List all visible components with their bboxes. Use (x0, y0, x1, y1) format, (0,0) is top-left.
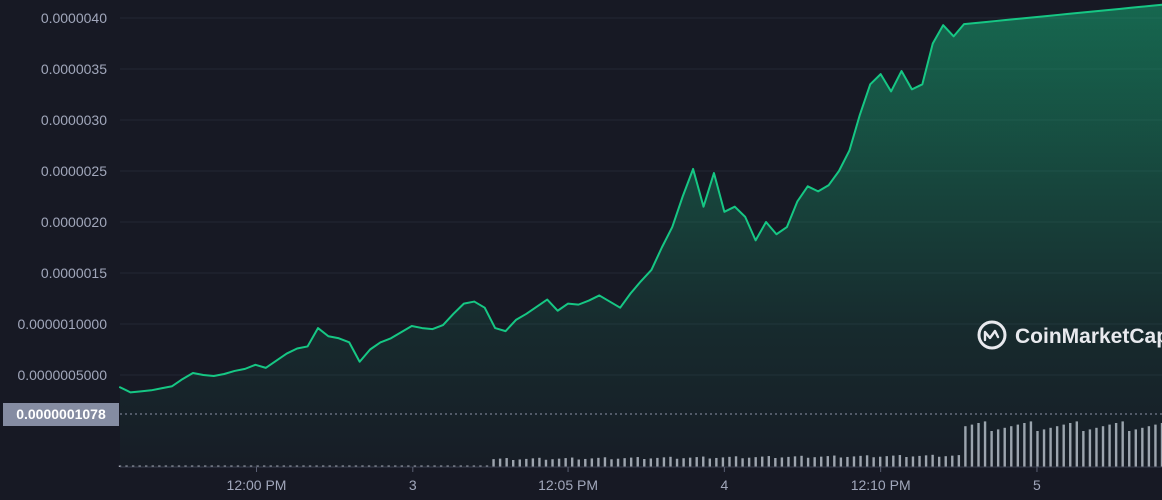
price-area (120, 4, 1162, 468)
watermark-text: CoinMarketCap (1015, 325, 1162, 348)
y-tick-label: 0.0000010000 (17, 316, 107, 332)
coinmarketcap-watermark: CoinMarketCap (977, 320, 1162, 350)
x-axis: 12:00 PM 3 12:05 PM 4 12:10 PM 5 (120, 466, 1162, 493)
price-line-group (119, 3, 1162, 394)
y-tick-label: 0.0000020 (41, 214, 107, 230)
y-axis: 0.0000040 0.0000035 0.0000030 0.0000025 0.00… (17, 10, 107, 383)
price-line (119, 3, 1162, 394)
current-price-marker: 0.0000001078 (3, 403, 1162, 426)
price-area-fill (120, 4, 1162, 468)
y-tick-label: 0.0000015 (41, 265, 107, 281)
current-price-tag (3, 403, 119, 426)
grid-lines (120, 17, 1162, 376)
current-price-label: 0.0000001078 (16, 406, 106, 422)
x-tick-label: 4 (720, 477, 728, 493)
x-tick-label: 5 (1033, 477, 1041, 493)
y-tick-label: 0.0000035 (41, 61, 107, 77)
x-tick-label: 12:05 PM (538, 477, 598, 493)
x-tick-label: 12:10 PM (851, 477, 911, 493)
x-tick-label: 12:00 PM (227, 477, 287, 493)
y-tick-label: 0.0000025 (41, 163, 107, 179)
y-tick-label: 0.0000040 (41, 10, 107, 26)
x-tick-label: 3 (409, 477, 417, 493)
y-tick-label: 0.0000005000 (17, 367, 107, 383)
y-tick-label: 0.0000030 (41, 112, 107, 128)
coinmarketcap-logo-icon (977, 320, 1007, 350)
